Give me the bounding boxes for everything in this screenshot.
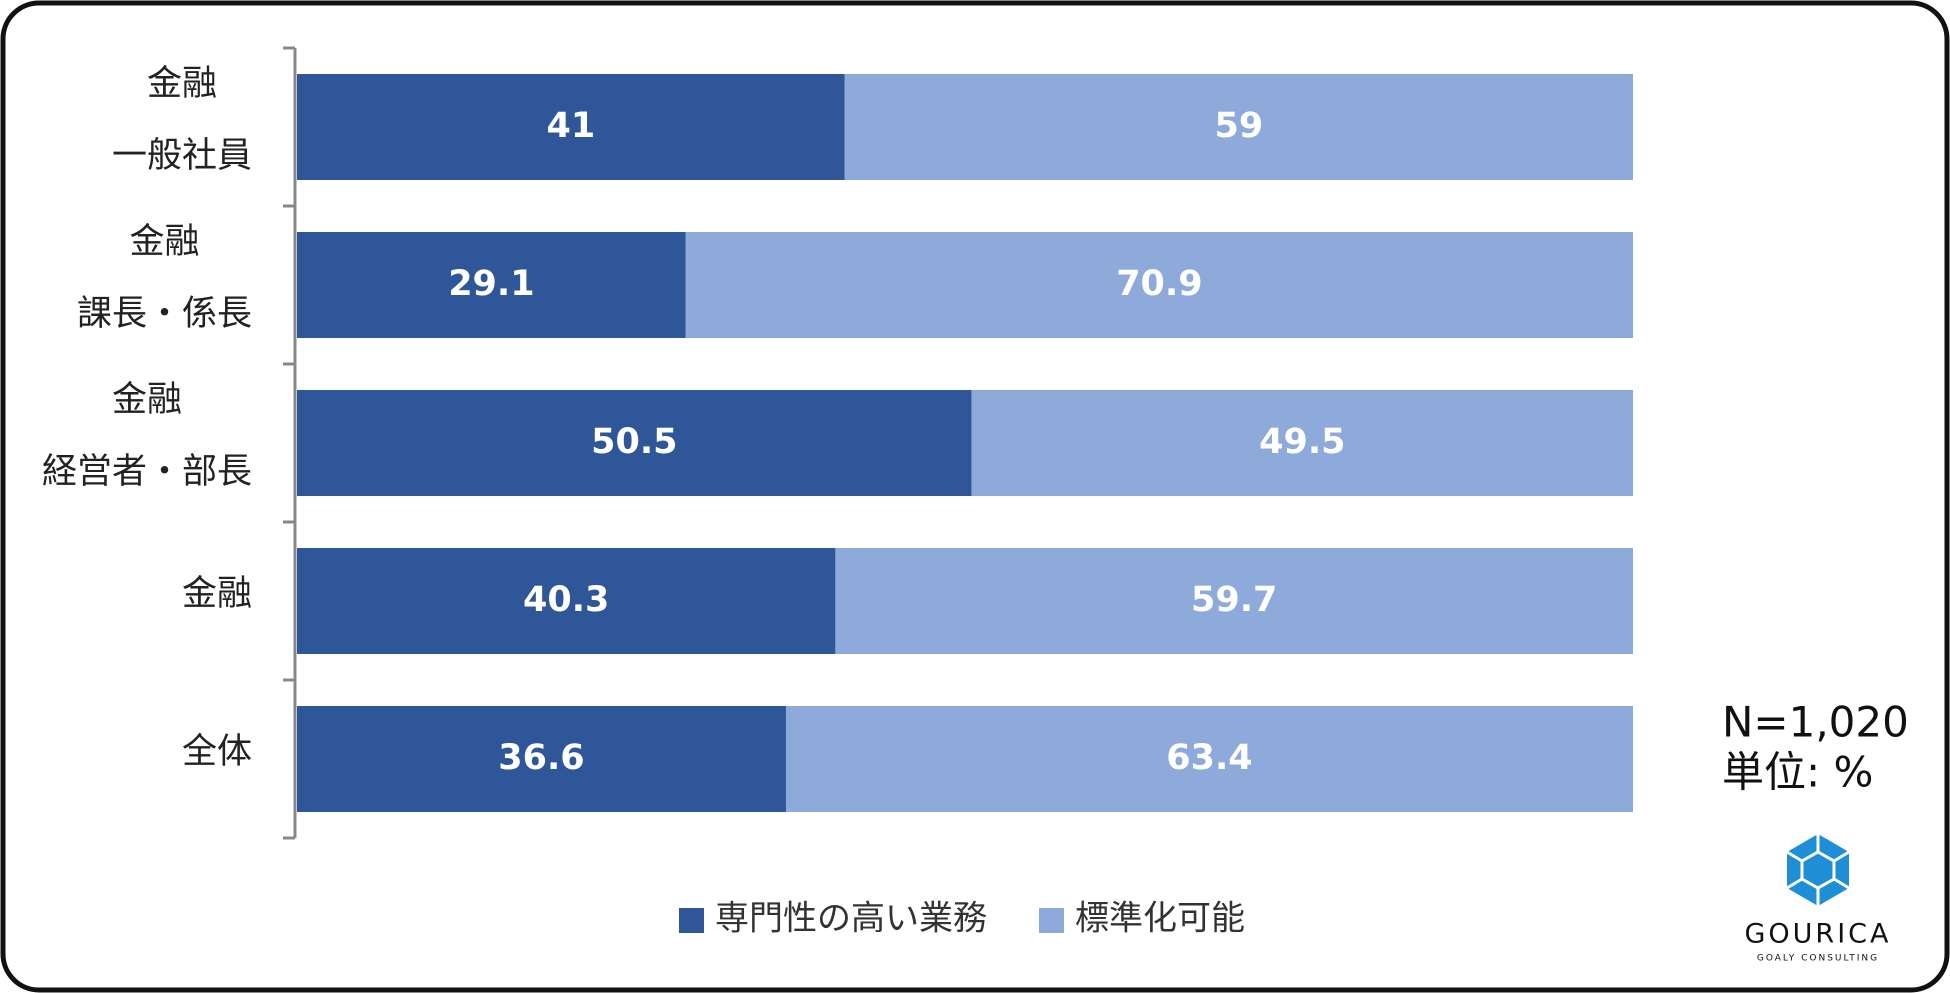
bar-segment	[297, 232, 686, 338]
logo-icon	[1786, 834, 1850, 906]
data-label: 59	[1215, 106, 1264, 146]
bar-segment	[297, 390, 972, 496]
category-label: 金融	[112, 380, 182, 420]
bar-segment	[785, 706, 1633, 812]
category-label: 経営者・部長	[42, 452, 252, 492]
bar-segment	[297, 74, 845, 180]
annotation: N=1,020	[1722, 698, 1909, 747]
category-label: 課長・係長	[77, 294, 252, 334]
category-label: 金融	[182, 574, 252, 614]
category-label: 金融	[129, 222, 199, 262]
data-label: 50.5	[591, 422, 677, 462]
data-label: 70.9	[1116, 264, 1202, 304]
bar-segment	[971, 390, 1633, 496]
data-label: 36.6	[498, 738, 584, 778]
category-label: 一般社員	[112, 136, 252, 176]
bar-segment	[685, 232, 1633, 338]
data-label: 41	[547, 106, 596, 146]
data-label: 63.4	[1166, 738, 1252, 778]
logo-tagline: GOALY CONSULTING	[1757, 954, 1879, 964]
bar-segment	[835, 548, 1633, 654]
bar-segment	[297, 548, 836, 654]
category-label: 金融	[147, 64, 217, 104]
annotation: 単位: %	[1722, 748, 1873, 797]
data-label: 40.3	[523, 580, 609, 620]
legend-label: 専門性の高い業務	[715, 899, 987, 939]
legend-label: 標準化可能	[1075, 899, 1245, 939]
legend-swatch	[679, 908, 704, 933]
data-label: 49.5	[1259, 422, 1345, 462]
logo-name: GOURICA	[1745, 919, 1892, 950]
category-label: 全体	[182, 732, 252, 772]
data-label: 29.1	[448, 264, 534, 304]
legend-swatch	[1039, 908, 1064, 933]
bar-segment	[844, 74, 1633, 180]
data-label: 59.7	[1191, 580, 1277, 620]
bar-segment	[297, 706, 786, 812]
